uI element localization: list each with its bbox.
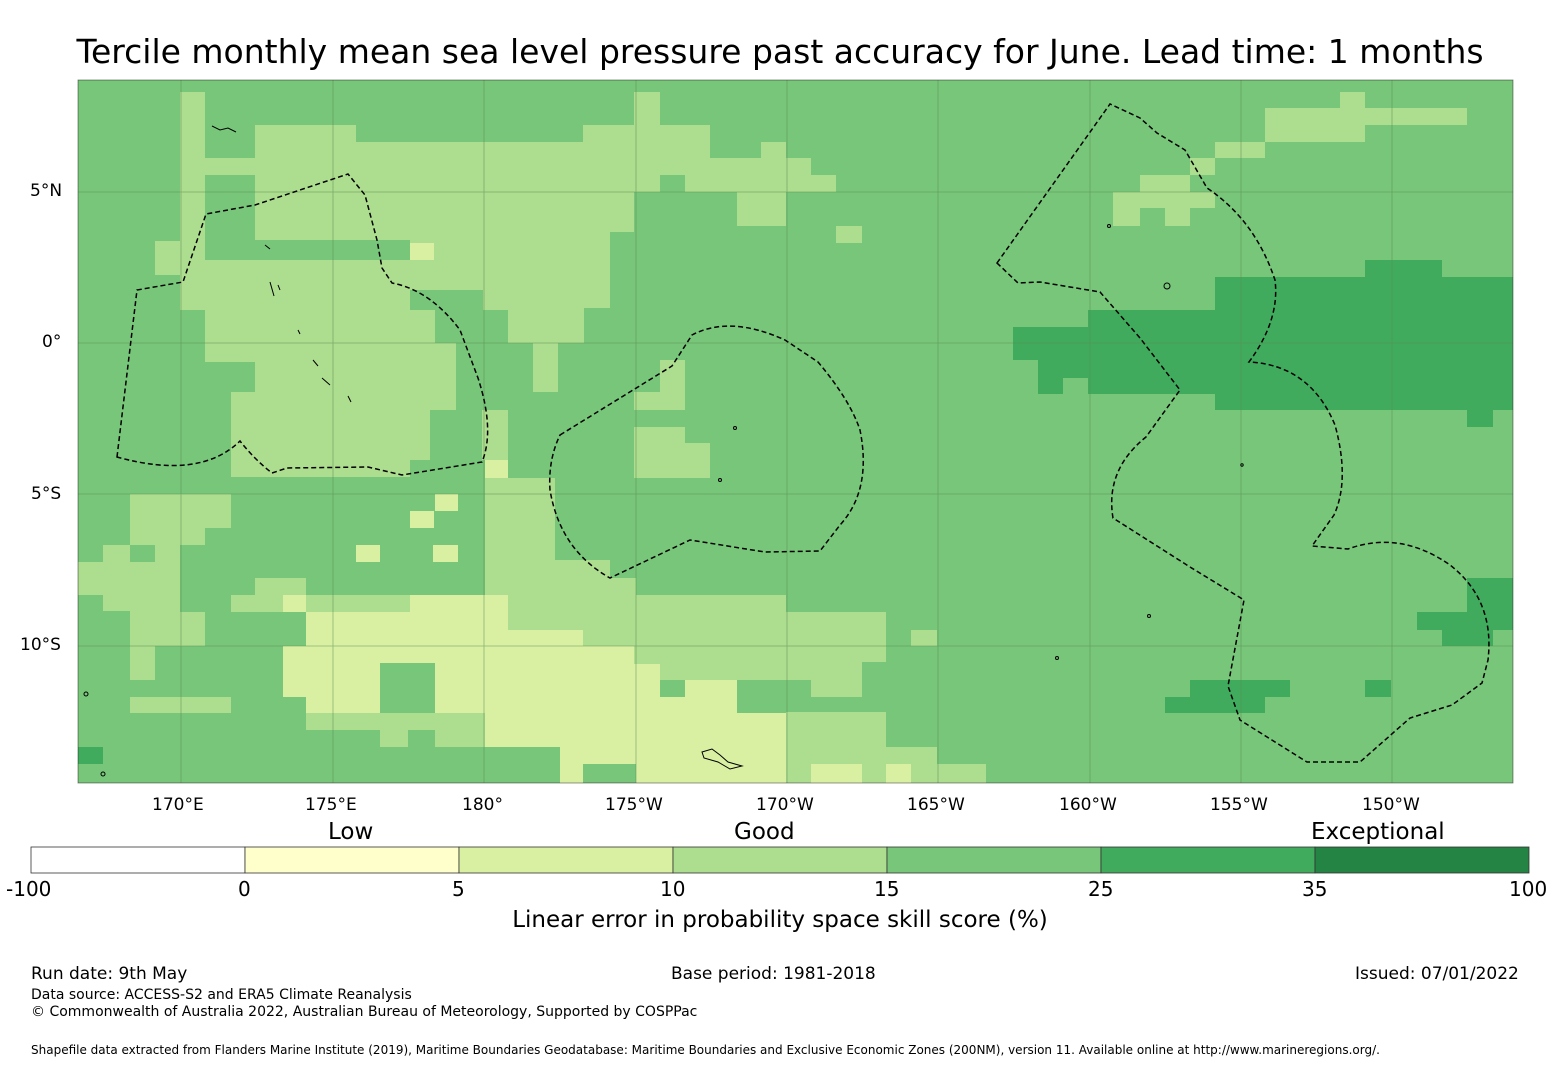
- island-dot: [1147, 614, 1151, 618]
- map-frame: [77, 79, 1514, 784]
- island-samoa: [701, 748, 744, 770]
- island-dot: [1055, 656, 1059, 660]
- colorbar-edge-label: 10: [660, 877, 686, 901]
- category-label-low: Low: [328, 819, 374, 845]
- colorbar-edge-label: 25: [1088, 877, 1114, 901]
- eez-tuvalu-kiribati-west: [116, 173, 489, 476]
- lat-label: 5°N: [30, 181, 63, 201]
- eez-tokelau: [548, 325, 865, 579]
- colorbar-edge-label: 100: [1509, 877, 1548, 901]
- eez-line-islands: [996, 103, 1490, 763]
- island-dot: [1107, 224, 1111, 228]
- island-nauru: [211, 125, 237, 133]
- colorbar-edge-label: 0: [238, 877, 251, 901]
- lon-label: 175°E: [305, 795, 357, 815]
- lon-label: 155°W: [1210, 795, 1268, 815]
- island-dot: [718, 478, 722, 482]
- category-label-good: Good: [734, 819, 795, 845]
- lon-label: 180°: [462, 795, 503, 815]
- gridlines: [78, 80, 1513, 783]
- colorbar-bin: [30, 846, 246, 874]
- field-15-25: [130, 290, 911, 783]
- colorbar-bin: [886, 846, 1102, 874]
- lon-label: 170°E: [152, 795, 204, 815]
- lat-label: 0°: [42, 332, 62, 352]
- island-coastlines: [83, 125, 1244, 777]
- colorbar-bin: [458, 846, 674, 874]
- issued-date: Issued: 07/01/2022: [1355, 964, 1519, 984]
- colorbar-edge-label: 5: [452, 877, 465, 901]
- island-dot: [733, 426, 737, 430]
- field-10-15: [78, 92, 1467, 783]
- lon-label: 165°W: [907, 795, 965, 815]
- field-5-10: [283, 243, 911, 783]
- colorbar-bin: [672, 846, 888, 874]
- eez-boundaries: [116, 103, 1490, 763]
- lon-label: 170°W: [756, 795, 814, 815]
- lon-label: 175°W: [605, 795, 663, 815]
- island-dot: [1240, 463, 1244, 467]
- colorbar: [30, 846, 1530, 874]
- island-atolls: [264, 244, 352, 403]
- colorbar-title: Linear error in probability space skill …: [512, 907, 1048, 933]
- colorbar-bin: [244, 846, 460, 874]
- lon-label: 160°W: [1059, 795, 1117, 815]
- lat-label: 5°S: [31, 484, 62, 504]
- lat-label: 10°S: [20, 635, 61, 655]
- island-dot: [83, 691, 89, 697]
- colorbar-edge-label: 35: [1302, 877, 1328, 901]
- lon-label: 150°W: [1362, 795, 1420, 815]
- run-date: Run date: 9th May: [31, 964, 188, 984]
- colorbar-bin: [1314, 846, 1530, 874]
- field-25-35: [78, 260, 1513, 764]
- colorbar-edge-label: -100: [6, 877, 52, 901]
- skill-field: [78, 80, 1513, 783]
- island-dot: [100, 771, 106, 777]
- shapefile-credit: Shapefile data extracted from Flanders M…: [31, 1043, 1380, 1057]
- island-dot: [1163, 282, 1171, 290]
- colorbar-edge-label: 15: [874, 877, 900, 901]
- colorbar-bin: [1100, 846, 1316, 874]
- base-period: Base period: 1981-2018: [671, 964, 876, 984]
- category-label-exceptional: Exceptional: [1311, 819, 1445, 845]
- map-title: Tercile monthly mean sea level pressure …: [76, 32, 1484, 71]
- data-source: Data source: ACCESS-S2 and ERA5 Climate …: [31, 987, 412, 1003]
- copyright: © Commonwealth of Australia 2022, Austra…: [31, 1004, 698, 1020]
